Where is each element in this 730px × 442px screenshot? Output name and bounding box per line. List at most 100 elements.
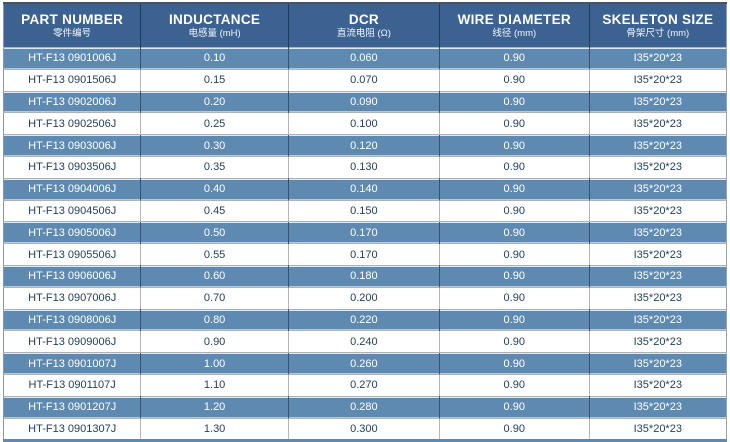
cell-inductance: 0.60	[140, 264, 289, 288]
table-row: HT-F13 0901006J 0.10 0.060 0.90 I35*20*2…	[3, 47, 727, 70]
table-row: HT-F13 0901506J 0.15 0.070 0.90 I35*20*2…	[3, 68, 727, 92]
cell-inductance: 0.70	[140, 286, 289, 310]
cell-part-number: HT-F13 0901107J	[3, 373, 142, 397]
header-wire-diameter-en: WIRE DIAMETER	[457, 11, 571, 27]
cell-part-number: HT-F13 0906006J	[3, 264, 142, 288]
table-row: HT-F13 0905506J 0.55 0.170 0.90 I35*20*2…	[3, 243, 727, 266]
cell-wire-diameter: 0.90	[439, 112, 590, 135]
cell-wire-diameter: 0.90	[439, 330, 590, 353]
spec-table-container: PART NUMBER 零件编号 INDUCTANCE 电感量 (mH) DCR…	[3, 2, 727, 442]
cell-inductance: 0.35	[140, 155, 289, 179]
cell-wire-diameter: 0.90	[439, 395, 590, 419]
cell-skeleton-size: I35*20*23	[589, 417, 727, 441]
cell-wire-diameter: 0.90	[439, 221, 590, 244]
cell-skeleton-size: I35*20*23	[589, 352, 727, 375]
header-skeleton-size-zh: 骨架尺寸 (mm)	[626, 27, 690, 39]
cell-skeleton-size: I35*20*23	[589, 134, 727, 157]
header-skeleton-size-en: SKELETON SIZE	[602, 11, 714, 27]
cell-skeleton-size: I35*20*23	[589, 221, 727, 244]
header-part-number: PART NUMBER 零件编号	[3, 3, 142, 48]
header-part-number-zh: 零件编号	[53, 27, 92, 39]
cell-skeleton-size: I35*20*23	[589, 308, 727, 331]
table-row: HT-F13 0908006J 0.80 0.220 0.90 I35*20*2…	[3, 308, 727, 331]
cell-skeleton-size: I35*20*23	[589, 47, 727, 70]
header-dcr-zh: 直流电阻 (Ω)	[336, 27, 391, 39]
cell-skeleton-size: I35*20*23	[589, 330, 727, 353]
cell-dcr: 0.180	[288, 264, 440, 288]
cell-skeleton-size: I35*20*23	[589, 199, 727, 222]
cell-skeleton-size: I35*20*23	[589, 68, 727, 92]
cell-dcr: 0.100	[288, 112, 440, 135]
cell-wire-diameter: 0.90	[439, 352, 590, 375]
cell-part-number: HT-F13 0901006J	[3, 47, 142, 70]
cell-skeleton-size: I35*20*23	[589, 264, 727, 288]
header-part-number-en: PART NUMBER	[21, 11, 124, 27]
header-wire-diameter: WIRE DIAMETER 线径 (mm)	[439, 3, 590, 48]
cell-wire-diameter: 0.90	[439, 286, 590, 310]
table-row: HT-F13 0901107J 1.10 0.270 0.90 I35*20*2…	[3, 373, 727, 397]
cell-wire-diameter: 0.90	[439, 417, 590, 441]
cell-wire-diameter: 0.90	[439, 47, 590, 70]
table-row: HT-F13 0902506J 0.25 0.100 0.90 I35*20*2…	[3, 112, 727, 135]
table-header: PART NUMBER 零件编号 INDUCTANCE 电感量 (mH) DCR…	[3, 3, 727, 48]
cell-dcr: 0.090	[288, 90, 440, 113]
cell-dcr: 0.170	[288, 243, 440, 266]
cell-skeleton-size: I35*20*23	[589, 155, 727, 179]
cell-inductance: 0.45	[140, 199, 289, 222]
header-inductance-zh: 电感量 (mH)	[188, 27, 241, 39]
cell-skeleton-size: I35*20*23	[589, 177, 727, 201]
table-row: HT-F13 0906006J 0.60 0.180 0.90 I35*20*2…	[3, 264, 727, 288]
header-dcr-en: DCR	[348, 11, 379, 27]
cell-part-number: HT-F13 0904006J	[3, 177, 142, 201]
inductor-spec-table: PART NUMBER 零件编号 INDUCTANCE 电感量 (mH) DCR…	[3, 2, 727, 442]
header-wire-diameter-zh: 线径 (mm)	[492, 27, 537, 39]
cell-inductance: 1.10	[140, 373, 289, 397]
table-row: HT-F13 0902006J 0.20 0.090 0.90 I35*20*2…	[3, 90, 727, 113]
cell-inductance: 0.25	[140, 112, 289, 135]
table-row: HT-F13 0901307J 1.30 0.300 0.90 I35*20*2…	[3, 417, 727, 441]
cell-part-number: HT-F13 0901207J	[3, 395, 142, 419]
cell-inductance: 0.15	[140, 68, 289, 92]
cell-inductance: 1.20	[140, 395, 289, 419]
cell-wire-diameter: 0.90	[439, 243, 590, 266]
cell-dcr: 0.300	[288, 417, 440, 441]
cell-inductance: 0.30	[140, 134, 289, 157]
cell-dcr: 0.270	[288, 373, 440, 397]
cell-skeleton-size: I35*20*23	[589, 286, 727, 310]
table-row: HT-F13 0909006J 0.90 0.240 0.90 I35*20*2…	[3, 330, 727, 353]
cell-wire-diameter: 0.90	[439, 134, 590, 157]
table-row: HT-F13 0907006J 0.70 0.200 0.90 I35*20*2…	[3, 286, 727, 310]
cell-part-number: HT-F13 0902506J	[3, 112, 142, 135]
table-row: HT-F13 0903006J 0.30 0.120 0.90 I35*20*2…	[3, 134, 727, 157]
cell-dcr: 0.120	[288, 134, 440, 157]
cell-part-number: HT-F13 0903006J	[3, 134, 142, 157]
cell-skeleton-size: I35*20*23	[589, 112, 727, 135]
cell-dcr: 0.130	[288, 155, 440, 179]
cell-part-number: HT-F13 0901007J	[3, 352, 142, 375]
cell-dcr: 0.140	[288, 177, 440, 201]
cell-dcr: 0.260	[288, 352, 440, 375]
cell-part-number: HT-F13 0902006J	[3, 90, 142, 113]
header-inductance-en: INDUCTANCE	[168, 11, 261, 27]
cell-wire-diameter: 0.90	[439, 308, 590, 331]
cell-inductance: 0.80	[140, 308, 289, 331]
table-row: HT-F13 0901007J 1.00 0.260 0.90 I35*20*2…	[3, 352, 727, 375]
cell-part-number: HT-F13 0904506J	[3, 199, 142, 222]
cell-inductance: 0.55	[140, 243, 289, 266]
cell-wire-diameter: 0.90	[439, 177, 590, 201]
cell-inductance: 0.40	[140, 177, 289, 201]
cell-part-number: HT-F13 0908006J	[3, 308, 142, 331]
cell-wire-diameter: 0.90	[439, 155, 590, 179]
cell-dcr: 0.150	[288, 199, 440, 222]
table-row: HT-F13 0901207J 1.20 0.280 0.90 I35*20*2…	[3, 395, 727, 419]
cell-wire-diameter: 0.90	[439, 90, 590, 113]
table-row: HT-F13 0905006J 0.50 0.170 0.90 I35*20*2…	[3, 221, 727, 244]
cell-dcr: 0.170	[288, 221, 440, 244]
header-skeleton-size: SKELETON SIZE 骨架尺寸 (mm)	[589, 3, 727, 48]
cell-part-number: HT-F13 0901307J	[3, 417, 142, 441]
header-row: PART NUMBER 零件编号 INDUCTANCE 电感量 (mH) DCR…	[3, 3, 727, 48]
cell-inductance: 0.10	[140, 47, 289, 70]
cell-inductance: 1.30	[140, 417, 289, 441]
cell-dcr: 0.220	[288, 308, 440, 331]
cell-part-number: HT-F13 0901506J	[3, 68, 142, 92]
